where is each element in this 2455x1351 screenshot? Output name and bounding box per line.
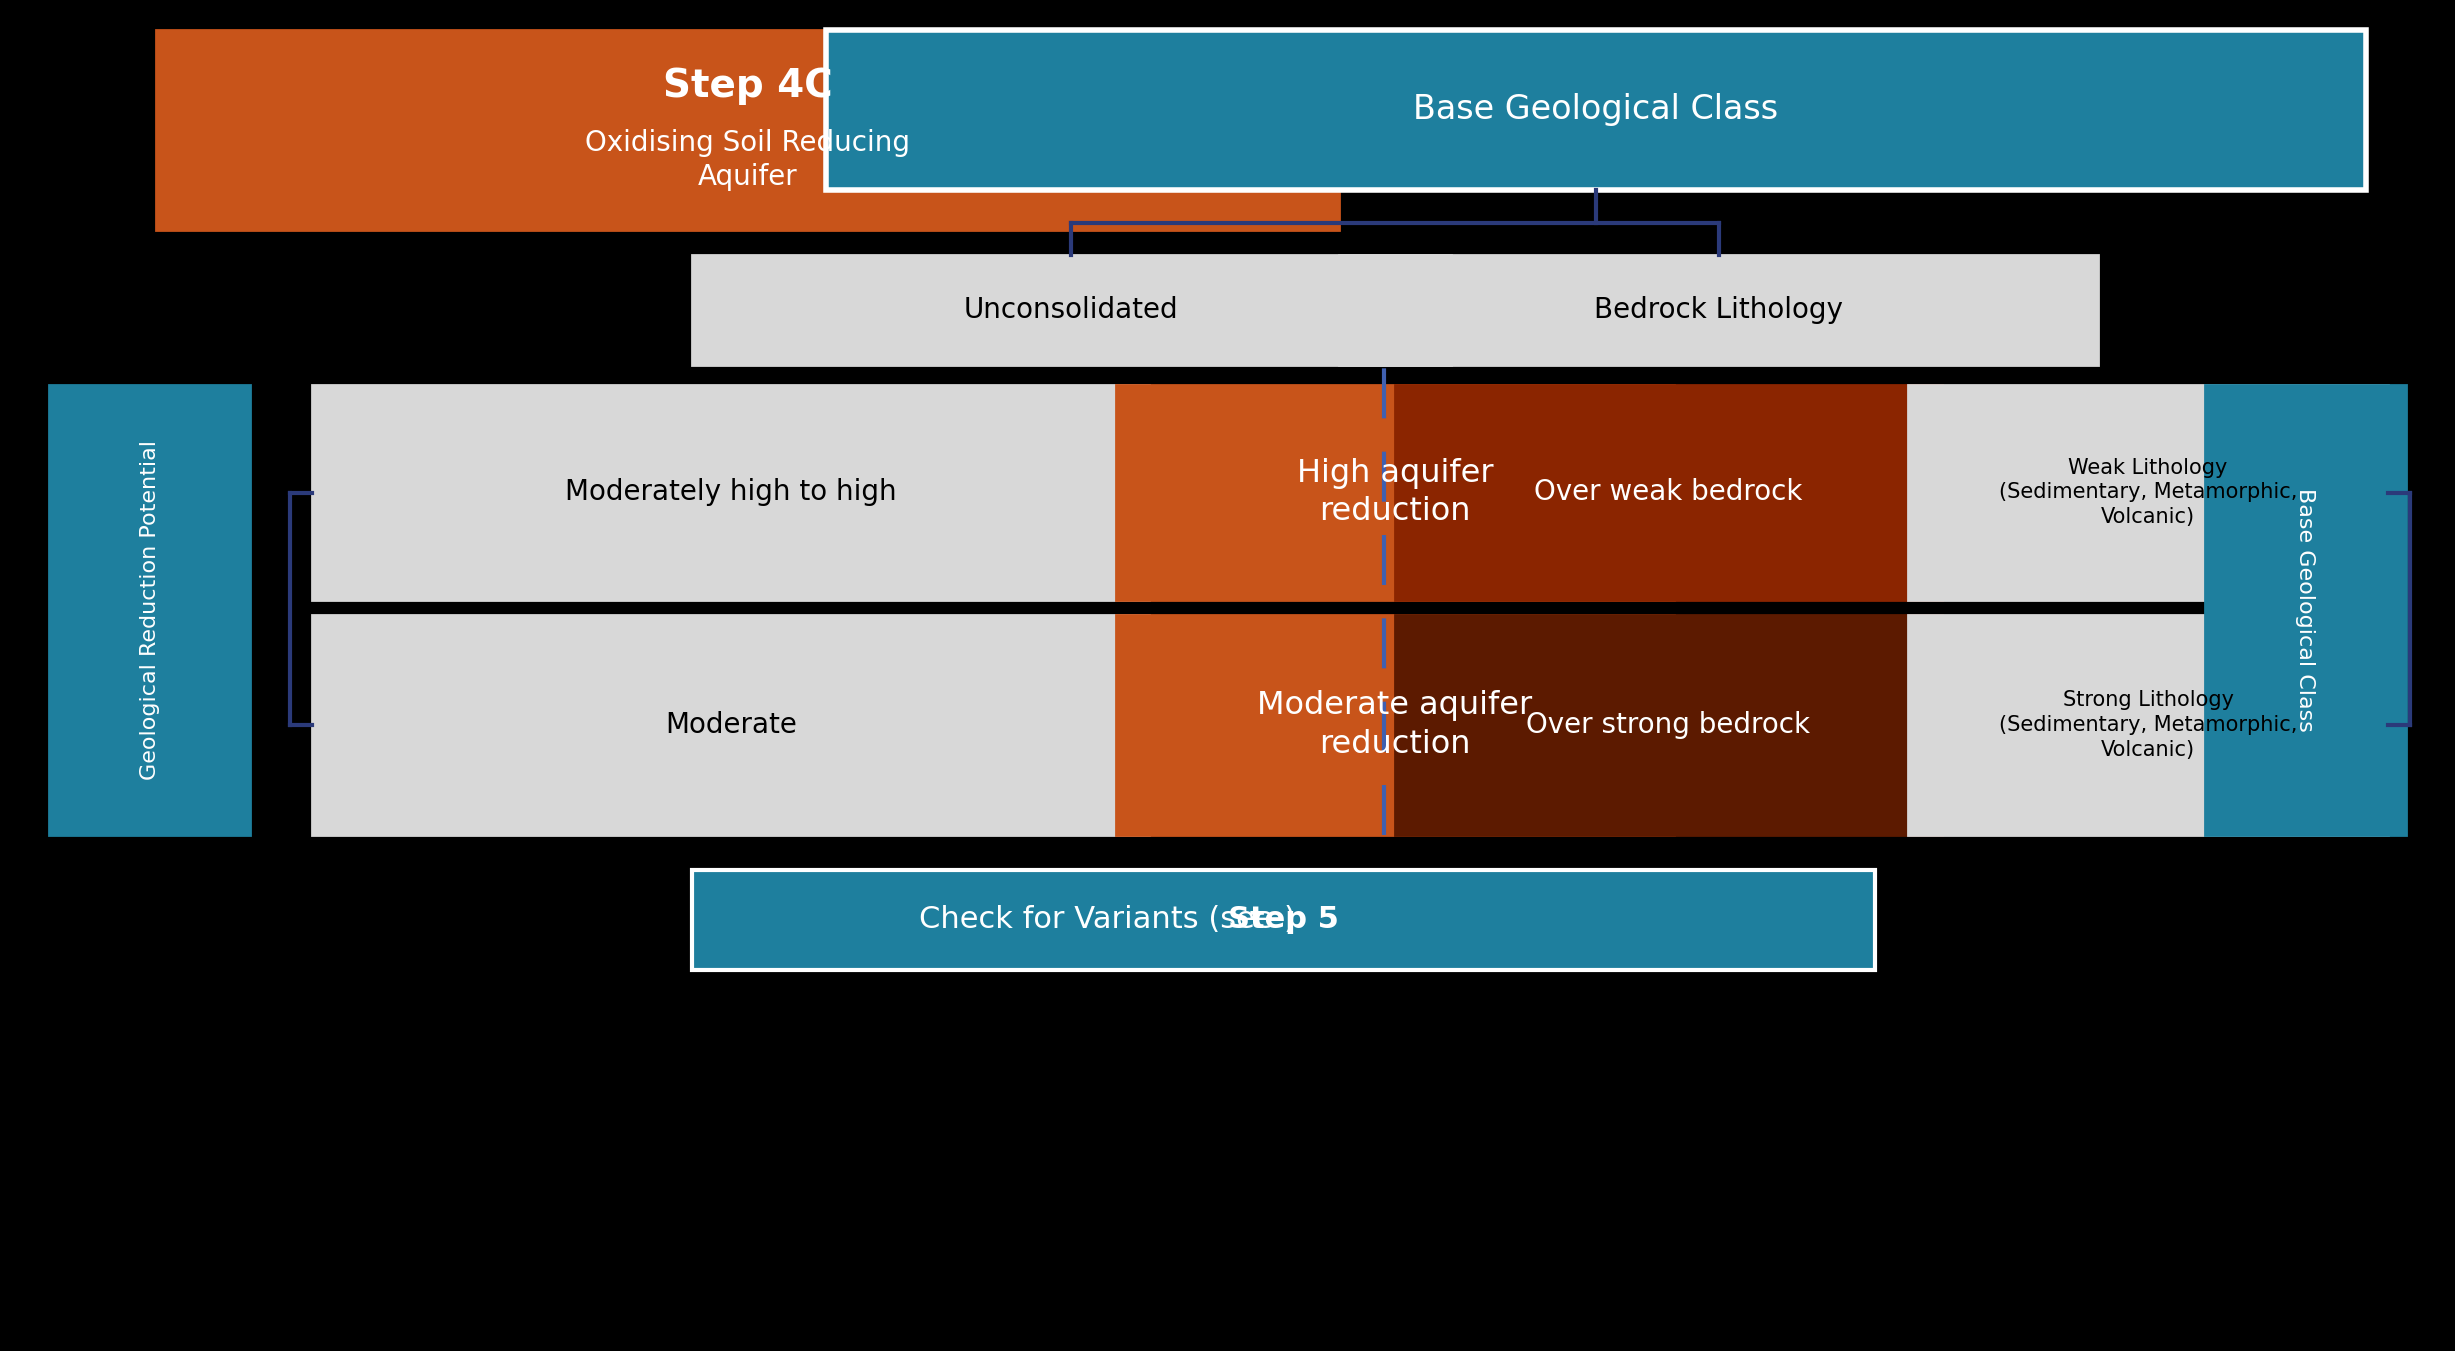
- Text: Step 5: Step 5: [1228, 905, 1338, 935]
- Text: Weak Lithology
(Sedimentary, Metamorphic,
Volcanic): Weak Lithology (Sedimentary, Metamorphic…: [1998, 458, 2298, 527]
- Text: Moderate: Moderate: [665, 711, 798, 739]
- FancyBboxPatch shape: [1338, 255, 2099, 365]
- Text: Check for Variants (see: Check for Variants (see: [918, 905, 1284, 935]
- FancyBboxPatch shape: [825, 30, 2367, 190]
- Text: ): ): [1284, 905, 1296, 935]
- Text: Geological Reduction Potential: Geological Reduction Potential: [140, 440, 160, 780]
- Text: High aquifer
reduction: High aquifer reduction: [1296, 458, 1493, 527]
- Text: Base Geological Class: Base Geological Class: [2295, 488, 2315, 732]
- FancyBboxPatch shape: [1908, 385, 2389, 600]
- FancyBboxPatch shape: [157, 30, 1338, 230]
- FancyBboxPatch shape: [692, 255, 1451, 365]
- FancyBboxPatch shape: [1117, 385, 1674, 600]
- Text: Strong Lithology
(Sedimentary, Metamorphic,
Volcanic): Strong Lithology (Sedimentary, Metamorph…: [1998, 690, 2298, 759]
- Text: Oxidising Soil Reducing
Aquifer: Oxidising Soil Reducing Aquifer: [584, 128, 911, 192]
- FancyBboxPatch shape: [1394, 385, 1942, 600]
- FancyBboxPatch shape: [1908, 615, 2389, 835]
- Text: Moderately high to high: Moderately high to high: [565, 478, 896, 507]
- FancyBboxPatch shape: [1394, 615, 1942, 835]
- Text: Moderate aquifer
reduction: Moderate aquifer reduction: [1257, 690, 1532, 759]
- Text: Base Geological Class: Base Geological Class: [1414, 93, 1777, 127]
- FancyBboxPatch shape: [1117, 615, 1674, 835]
- FancyBboxPatch shape: [2205, 385, 2406, 835]
- FancyBboxPatch shape: [692, 870, 1876, 970]
- Text: Step 4C: Step 4C: [663, 68, 832, 105]
- FancyBboxPatch shape: [312, 385, 1149, 600]
- Text: Unconsolidated: Unconsolidated: [965, 296, 1178, 324]
- Text: Over strong bedrock: Over strong bedrock: [1527, 711, 1809, 739]
- FancyBboxPatch shape: [312, 615, 1149, 835]
- Text: Bedrock Lithology: Bedrock Lithology: [1593, 296, 1844, 324]
- FancyBboxPatch shape: [49, 385, 250, 835]
- Text: Over weak bedrock: Over weak bedrock: [1534, 478, 1802, 507]
